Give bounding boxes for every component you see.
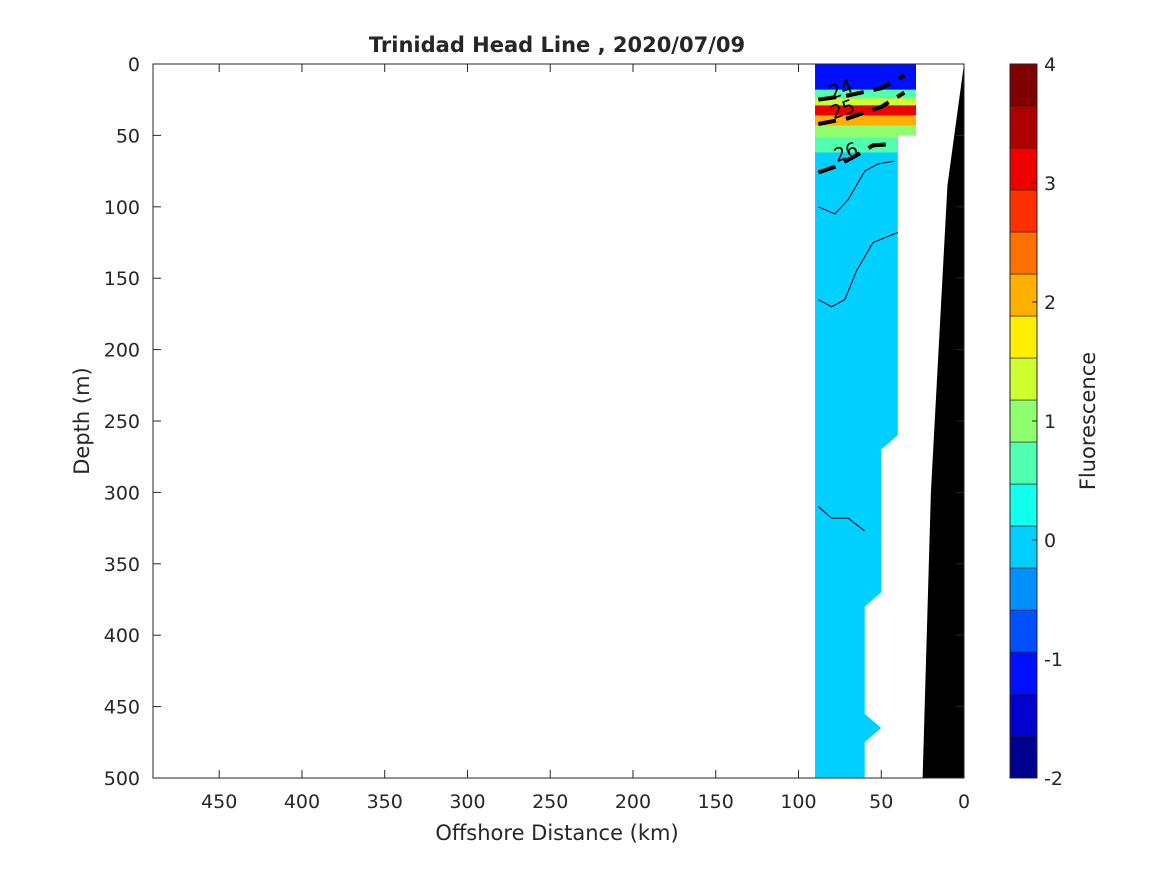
colorbar-swatch [1009, 567, 1038, 611]
colorbar: 4 3 2 1 0 -1 -2 [1009, 54, 1063, 790]
x-tick-label: 100 [780, 791, 816, 813]
x-tick-label: 200 [615, 791, 651, 813]
surface-layers [815, 64, 917, 153]
y-tick-label: 350 [104, 554, 140, 576]
seafloor [922, 64, 964, 778]
y-tick-label: 400 [104, 625, 140, 647]
x-tick-label: 50 [869, 791, 893, 813]
fluorescence-band [815, 138, 917, 153]
colorbar-tick-label: 1 [1044, 411, 1056, 433]
y-axis-label: Depth (m) [70, 367, 94, 474]
sampled-region [815, 64, 917, 778]
y-tick-label: 300 [104, 482, 140, 504]
colorbar-swatch [1009, 651, 1038, 695]
y-tick-label: 0 [128, 54, 140, 76]
colorbar-swatch [1009, 105, 1038, 149]
x-axis-label: Offshore Distance (km) [435, 821, 678, 845]
colorbar-swatch [1009, 63, 1038, 107]
y-tick-label: 200 [104, 340, 140, 362]
fluorescence-band [815, 115, 917, 126]
colorbar-swatch [1009, 273, 1038, 317]
colorbar-swatch [1009, 357, 1038, 401]
fluorescence-band [815, 125, 917, 139]
colorbar-tick-label: 3 [1044, 173, 1056, 195]
x-tick-label: 400 [284, 791, 320, 813]
colorbar-swatch [1009, 441, 1038, 485]
y-tick-label: 150 [104, 268, 140, 290]
colorbar-label: Fluorescence [1076, 352, 1100, 490]
fluorescence-band [815, 89, 917, 99]
x-tick-label: 150 [698, 791, 734, 813]
colorbar-swatch [1009, 231, 1038, 275]
fluorescence-band [815, 98, 917, 106]
bathymetry [922, 64, 964, 778]
colorbar-swatch [1009, 735, 1038, 779]
density-contour [818, 73, 906, 102]
colorbar-tick-label: 2 [1044, 292, 1056, 314]
density-contour [817, 141, 895, 175]
colorbar-swatch [1009, 693, 1038, 737]
y-tick-label: 250 [104, 411, 140, 433]
colorbar-swatch [1009, 315, 1038, 359]
contour-line [818, 232, 898, 308]
y-axis: 0 50 100 150 200 250 300 350 400 450 500 [104, 54, 964, 790]
x-axis: 450 400 350 300 250 200 150 100 50 0 [201, 64, 970, 813]
fluorescence-band [815, 105, 917, 116]
colorbar-tick-label: 0 [1044, 530, 1056, 552]
contour-line [818, 506, 866, 532]
fluorescence-band [815, 64, 917, 90]
colorbar-swatch [1009, 525, 1038, 569]
y-tick-label: 50 [116, 125, 140, 147]
contour-line [818, 160, 895, 215]
x-tick-label: 350 [367, 791, 403, 813]
colorbar-swatch [1009, 483, 1038, 527]
x-tick-label: 450 [201, 791, 237, 813]
colorbar-tick-label: 4 [1044, 54, 1056, 76]
x-tick-label: 0 [958, 791, 970, 813]
chart-title: Trinidad Head Line , 2020/07/09 [369, 33, 745, 57]
y-tick-label: 500 [104, 768, 140, 790]
colorbar-tick-label: -1 [1044, 649, 1063, 671]
y-tick-label: 100 [104, 197, 140, 219]
x-tick-label: 250 [532, 791, 568, 813]
plot-area [815, 64, 917, 778]
colorbar-tick-label: -2 [1044, 768, 1063, 790]
density-contour [817, 90, 906, 126]
x-tick-label: 300 [449, 791, 485, 813]
colorbar-swatch [1009, 609, 1038, 653]
y-tick-label: 450 [104, 697, 140, 719]
colorbar-swatch [1009, 189, 1038, 233]
colorbar-swatch [1009, 147, 1038, 191]
fluorescence-patch [832, 418, 857, 424]
